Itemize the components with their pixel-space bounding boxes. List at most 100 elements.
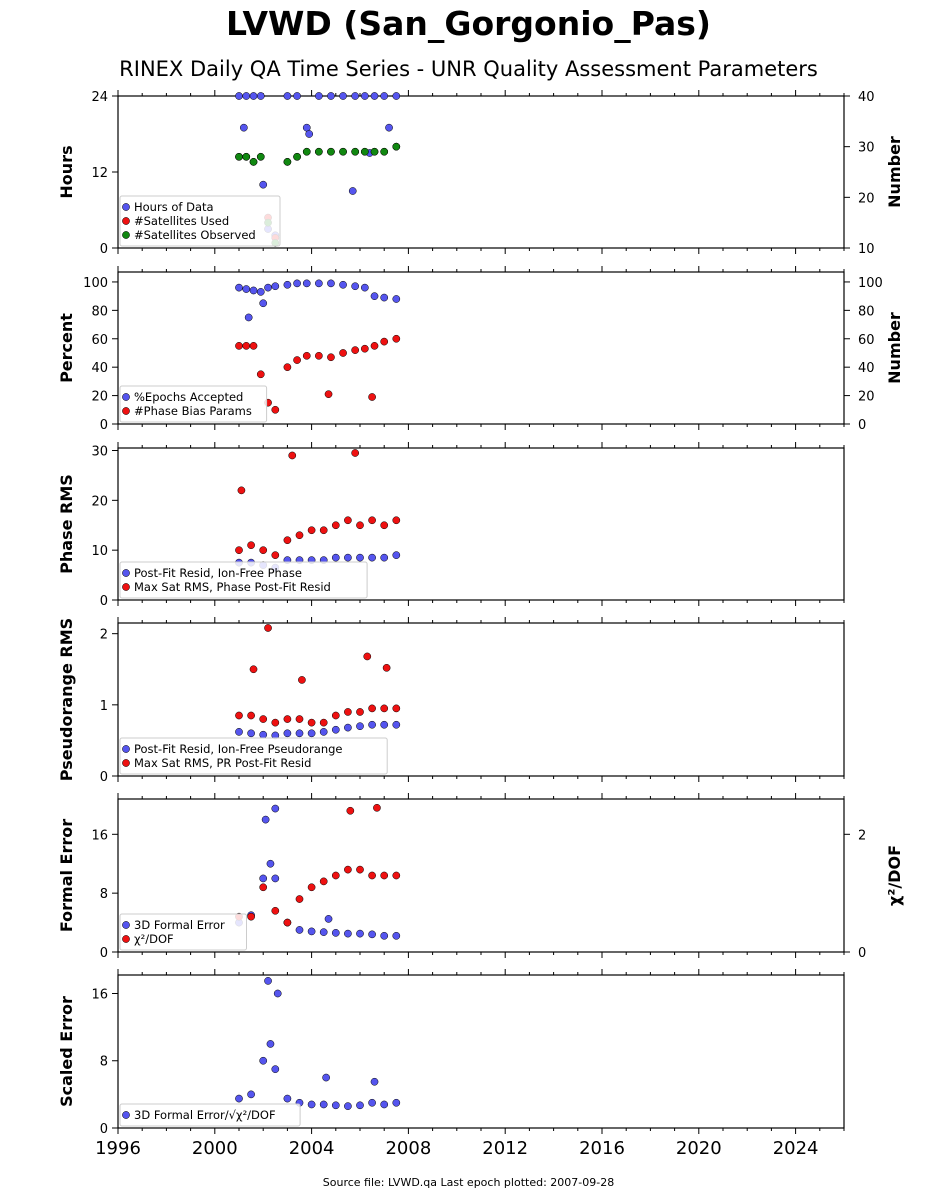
data-point-2 (368, 871, 376, 880)
data-point-2 (271, 405, 280, 414)
data-point-1 (344, 553, 352, 562)
data-point-2 (327, 353, 335, 362)
legend-marker (122, 1111, 130, 1119)
data-point-2 (242, 342, 251, 350)
data-point-2 (237, 486, 246, 495)
y-tick-label: 16 (91, 987, 108, 1002)
figure-subtitle: RINEX Daily QA Time Series - UNR Quality… (119, 57, 818, 81)
data-point-1 (380, 931, 389, 940)
data-point-2 (298, 676, 306, 684)
y-right-tick-label: 0 (858, 418, 866, 433)
source-footer: Source file: LVWD.qa Last epoch plotted:… (322, 1176, 615, 1189)
data-point-2 (288, 451, 297, 460)
legend-entry: Post-Fit Resid, Ion-Free Phase (134, 566, 302, 580)
data-point-1 (259, 874, 268, 883)
y-right-tick-label: 100 (858, 276, 883, 291)
data-point-1 (271, 874, 280, 883)
data-point-2 (307, 718, 316, 727)
data-point-1 (380, 293, 389, 302)
y-axis-label: Formal Error (57, 819, 76, 932)
data-point-1 (259, 1056, 268, 1065)
legend-marker (122, 759, 130, 767)
data-point-1 (293, 279, 301, 288)
data-point-1 (261, 815, 270, 824)
data-point-2 (351, 346, 360, 354)
data-point-1 (271, 1065, 280, 1074)
data-point-1 (331, 1101, 340, 1110)
data-point-1 (370, 92, 379, 100)
data-point-1 (348, 187, 357, 195)
legend-marker (122, 393, 130, 401)
data-point-2 (339, 349, 347, 357)
data-point-2 (319, 526, 328, 535)
y-right-tick-label: 20 (858, 390, 875, 405)
data-point-1 (356, 722, 364, 731)
y-axis-label: Hours (57, 145, 76, 198)
data-point-1 (339, 92, 347, 100)
data-point-1 (327, 92, 335, 100)
data-point-2 (331, 871, 340, 880)
x-tick-label: 2000 (192, 1138, 238, 1159)
data-point-2 (373, 803, 381, 812)
data-point-3 (315, 147, 323, 156)
legend-entry: Max Sat RMS, PR Post-Fit Resid (134, 756, 311, 770)
data-point-2 (324, 390, 333, 399)
data-point-1 (249, 92, 258, 100)
data-point-2 (344, 865, 352, 874)
data-point-1 (266, 1040, 275, 1048)
data-point-2 (380, 704, 389, 713)
data-point-2 (283, 536, 292, 545)
y-right-tick-label: 10 (858, 242, 875, 257)
data-point-1 (319, 1100, 328, 1109)
data-point-1 (370, 292, 379, 300)
y-tick-label: 20 (91, 494, 108, 509)
data-point-1 (235, 283, 243, 292)
data-point-2 (380, 521, 389, 530)
legend-entry: Post-Fit Resid, Ion-Free Pseudorange (134, 742, 342, 756)
data-point-2 (235, 342, 243, 350)
legend-entry: %Epochs Accepted (134, 390, 243, 404)
data-point-2 (370, 342, 379, 350)
data-point-2 (382, 663, 391, 672)
data-point-1 (319, 728, 328, 736)
data-point-2 (392, 871, 401, 880)
data-point-1 (259, 730, 268, 739)
data-point-2 (315, 351, 323, 360)
data-point-2 (247, 541, 255, 550)
data-point-2 (392, 704, 401, 713)
data-point-1 (368, 1098, 376, 1107)
data-point-1 (235, 92, 243, 100)
y-tick-label: 0 (100, 594, 108, 609)
data-point-1 (256, 92, 265, 100)
data-point-1 (264, 283, 272, 292)
y-right-tick-label: 2 (858, 828, 866, 843)
legend-box (119, 195, 281, 247)
legend-marker (122, 203, 130, 211)
data-point-2 (259, 715, 268, 723)
y-axis-label: Pseudorange RMS (57, 618, 76, 781)
data-point-2 (271, 718, 280, 727)
y-right-tick-label: 20 (858, 191, 875, 206)
data-point-3 (370, 147, 379, 156)
data-point-2 (295, 895, 304, 903)
data-point-1 (380, 92, 389, 100)
data-point-1 (302, 279, 311, 288)
data-point-2 (235, 546, 243, 555)
data-point-1 (380, 720, 389, 729)
data-point-2 (346, 806, 355, 815)
data-point-1 (295, 926, 304, 934)
data-point-1 (295, 729, 304, 738)
data-point-1 (256, 288, 265, 296)
data-point-1 (322, 1073, 330, 1082)
data-point-2 (331, 521, 340, 530)
legend-marker (122, 217, 130, 225)
data-point-3 (242, 152, 251, 161)
data-point-2 (283, 363, 292, 372)
x-tick-label: 2024 (773, 1138, 819, 1159)
data-point-1 (392, 551, 401, 559)
data-point-2 (307, 883, 316, 892)
data-point-1 (327, 279, 335, 288)
